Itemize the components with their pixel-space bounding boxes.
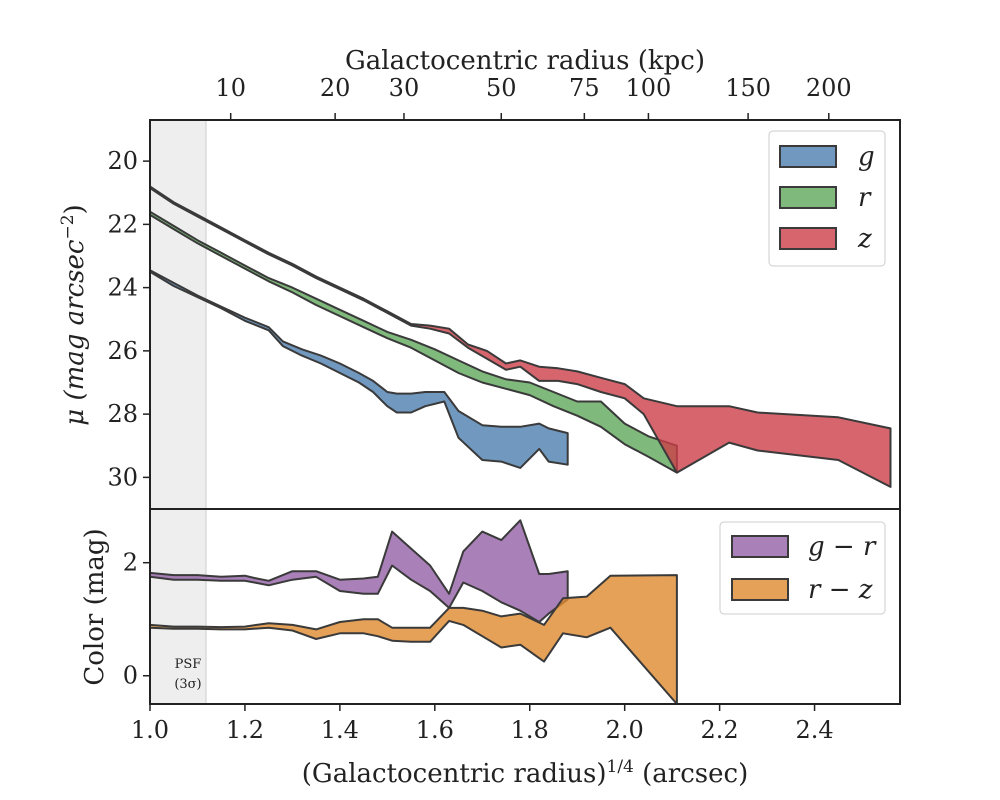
axis-ticks: 1.0 1.2 1.4 1.6 1.8 2.0 2.2 2.410 20 30 50 75 100 150… (107, 74, 851, 744)
color-band-r-minus-z (149, 574, 678, 705)
top-x-tick-label: 10 (215, 74, 246, 102)
bottom-panel-ylabel: Color (mag) (80, 528, 110, 685)
mu-band-r (149, 210, 678, 474)
legend-label-g: g (858, 142, 875, 172)
x-tick-label: 1.4 (321, 716, 359, 744)
top-panel-ylabel-sup: −2 (58, 214, 78, 239)
bottom-axis-title: (Galactocentric radius)1/4 (arcsec) (302, 757, 748, 789)
legend-label-r-minus-z: r − z (808, 575, 873, 605)
legend-label-r: r (858, 183, 872, 213)
legend-top: grz (768, 130, 886, 267)
legend-label-z: z (857, 224, 872, 254)
legend-swatch-z (779, 227, 837, 250)
x-tick-label: 1.8 (511, 716, 549, 744)
top-y-tick-label: 20 (107, 147, 138, 175)
bottom-panel-frame (149, 508, 901, 705)
top-panel-ylabel: μ (mag arcsec−2) (58, 204, 90, 425)
legend-bottom: g − r r − z (719, 521, 886, 615)
bottom-axis-title-unit: (arcsec) (634, 759, 748, 789)
psf-label-line2: (3σ) (174, 677, 201, 692)
bottom-y-tick-label: 0 (123, 662, 138, 690)
color-band-g-minus-r (149, 519, 569, 623)
psf-label-line1: PSF (175, 657, 202, 672)
top-y-tick-label: 30 (107, 463, 138, 491)
top-axis-title: Galactocentric radius (kpc) (345, 46, 705, 76)
x-tick-label: 2.2 (701, 716, 739, 744)
legend-swatch-g-minus-r (731, 535, 789, 558)
legend-swatch-r-minus-z (731, 578, 789, 601)
top-panel-ylabel-main: μ (mag arcsec (60, 239, 90, 426)
x-tick-label: 2.4 (795, 716, 833, 744)
psf-region-bottom (150, 509, 206, 704)
surface-brightness-bands (149, 185, 892, 488)
bottom-y-tick-label: 2 (123, 549, 138, 577)
bottom-axis-title-main: (Galactocentric radius) (302, 759, 607, 789)
x-tick-label: 2.0 (606, 716, 644, 744)
legend-swatch-r (779, 186, 837, 209)
top-y-tick-label: 26 (107, 337, 138, 365)
top-y-tick-label: 24 (107, 274, 138, 302)
color-bands (149, 519, 678, 705)
psf-region-top (150, 120, 206, 509)
x-tick-label: 1.2 (226, 716, 264, 744)
top-y-tick-label: 28 (107, 400, 138, 428)
legend-label-g-minus-r: g − r (808, 532, 877, 562)
mu-band-z (149, 185, 892, 488)
top-x-tick-label: 50 (486, 74, 517, 102)
top-x-tick-label: 20 (320, 74, 351, 102)
top-x-tick-label: 30 (389, 74, 420, 102)
bottom-axis-title-sup: 1/4 (607, 757, 634, 777)
x-tick-label: 1.6 (416, 716, 454, 744)
top-x-tick-label: 200 (806, 74, 852, 102)
legend-swatch-g (779, 145, 837, 168)
top-x-tick-label: 100 (626, 74, 672, 102)
mu-band-g (149, 269, 569, 469)
top-y-tick-label: 22 (107, 210, 138, 238)
top-x-tick-label: 150 (725, 74, 771, 102)
x-tick-label: 1.0 (131, 716, 169, 744)
top-x-tick-label: 75 (569, 74, 600, 102)
top-panel-ylabel-end: ) (60, 204, 90, 214)
